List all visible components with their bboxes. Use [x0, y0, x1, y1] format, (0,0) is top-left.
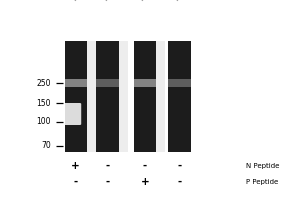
- Text: 150: 150: [37, 98, 51, 108]
- Text: 100: 100: [37, 117, 51, 127]
- Text: Rat brain: Rat brain: [174, 0, 200, 2]
- Text: -: -: [177, 177, 182, 187]
- Text: -: -: [177, 161, 182, 171]
- Text: +: +: [71, 161, 80, 171]
- Bar: [168, 79, 190, 87]
- Text: Mouse brain: Mouse brain: [104, 0, 137, 2]
- Bar: [64, 41, 87, 152]
- Text: -: -: [105, 177, 110, 187]
- Text: -: -: [105, 161, 110, 171]
- Bar: [64, 79, 87, 87]
- Bar: [168, 41, 190, 152]
- Text: N Peptide: N Peptide: [246, 163, 279, 169]
- Text: 70: 70: [41, 142, 51, 150]
- Text: 250: 250: [37, 78, 51, 88]
- Bar: [87, 41, 96, 152]
- Text: P Peptide: P Peptide: [246, 179, 278, 185]
- Bar: [156, 41, 165, 152]
- Bar: [118, 41, 127, 152]
- Bar: [96, 41, 118, 152]
- Text: Mouse brain: Mouse brain: [72, 0, 105, 2]
- Text: +: +: [140, 177, 149, 187]
- FancyBboxPatch shape: [64, 103, 81, 125]
- Text: -: -: [74, 177, 78, 187]
- Bar: [134, 41, 156, 152]
- Bar: [134, 79, 156, 87]
- Bar: [96, 79, 118, 87]
- Text: Mouse brain: Mouse brain: [140, 0, 173, 2]
- Text: -: -: [142, 161, 147, 171]
